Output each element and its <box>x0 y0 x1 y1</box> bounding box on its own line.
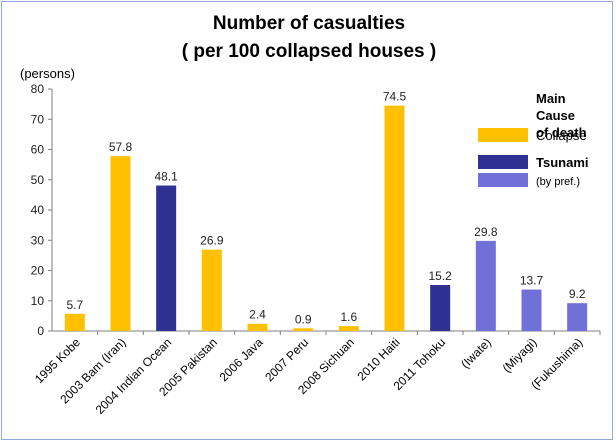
y-tick-label: 0 <box>37 324 44 338</box>
x-category-label: 2010 Haiti <box>355 335 403 383</box>
bar-value-label: 15.2 <box>428 269 452 283</box>
x-category-label: 2006 Java <box>217 335 266 384</box>
bar-value-label: 5.7 <box>66 298 83 312</box>
x-category-label: (Iwate) <box>458 335 494 371</box>
y-tick-label: 20 <box>31 264 45 278</box>
bar <box>111 156 131 331</box>
x-category-label: 2004 Indian Ocean <box>93 335 175 417</box>
bar-value-label: 0.9 <box>295 312 312 326</box>
bar-value-label: 48.1 <box>154 169 178 183</box>
legend-title-line1: Main <box>536 91 566 106</box>
bar-value-label: 74.5 <box>383 90 407 104</box>
y-tick-label: 80 <box>31 82 45 96</box>
chart-title-line2: ( per 100 collapsed houses ) <box>182 41 436 62</box>
bar <box>293 328 313 331</box>
x-category-label: (Miyagi) <box>500 335 540 375</box>
y-unit-label: (persons) <box>20 66 75 81</box>
x-category-label: 2007 Peru <box>262 335 311 384</box>
y-tick-label: 60 <box>31 143 45 157</box>
bar <box>522 290 542 331</box>
bar <box>430 285 450 331</box>
legend-label-tsunami: Tsunami <box>536 155 589 170</box>
bar <box>156 185 176 331</box>
bar <box>476 241 496 331</box>
legend-label-collapse: Collapse <box>536 128 587 143</box>
legend-swatch-collapse <box>478 128 528 142</box>
y-tick-label: 70 <box>31 112 45 126</box>
bar-value-label: 29.8 <box>474 225 498 239</box>
bar-value-label: 13.7 <box>520 274 544 288</box>
bar-value-label: 26.9 <box>200 234 224 248</box>
chart-title-line1: Number of casualties <box>213 13 405 34</box>
legend-swatch-pref <box>478 173 528 187</box>
bar-value-label: 9.2 <box>569 287 586 301</box>
bar <box>248 324 268 331</box>
y-tick-label: 10 <box>31 294 45 308</box>
bar <box>65 314 85 331</box>
y-tick-label: 40 <box>31 203 45 217</box>
y-axis-ticks: 0 10 20 30 40 50 60 70 80 <box>31 82 52 338</box>
legend-label-by-pref: (by pref.) <box>536 176 580 188</box>
bar <box>202 250 222 331</box>
bar <box>339 326 359 331</box>
legend: Main Cause of death Collapse Tsunami (by… <box>478 91 589 188</box>
bar <box>567 303 587 331</box>
legend-swatch-tsunami <box>478 155 528 169</box>
y-tick-label: 30 <box>31 233 45 247</box>
data-labels-group: 5.7 57.8 48.1 26.9 2.4 0.9 1.6 74.5 15.2 29.8 13.7… <box>66 90 585 327</box>
bar-value-label: 2.4 <box>249 308 266 322</box>
bar-value-label: 1.6 <box>340 310 357 324</box>
bar <box>385 106 405 331</box>
legend-title-line2: Cause <box>536 108 575 123</box>
y-tick-label: 50 <box>31 173 45 187</box>
bar-value-label: 57.8 <box>109 140 133 154</box>
